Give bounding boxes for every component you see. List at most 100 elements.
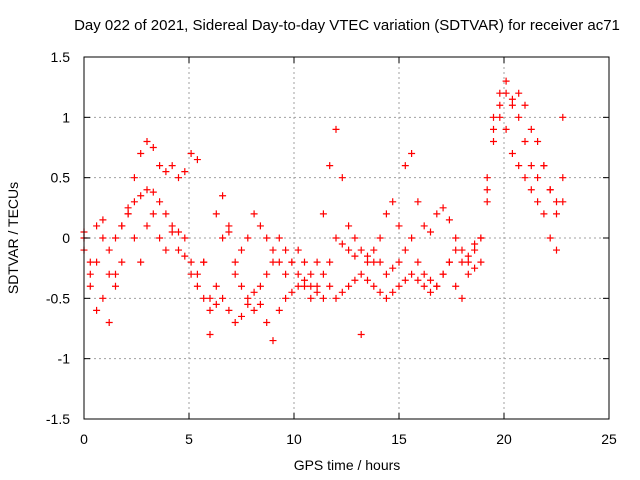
data-point	[376, 234, 384, 242]
data-point	[250, 210, 258, 218]
data-point	[521, 101, 529, 109]
y-axis-label: SDTVAR / TECUs	[5, 182, 21, 294]
x-axis-label: GPS time / hours	[294, 457, 401, 473]
data-point	[256, 282, 264, 290]
x-tick-label: 10	[286, 431, 302, 447]
data-point	[294, 270, 302, 278]
data-point	[508, 150, 516, 158]
data-point	[162, 246, 170, 254]
data-point	[275, 306, 283, 314]
data-point	[496, 101, 504, 109]
data-point	[112, 282, 119, 290]
data-point	[490, 137, 497, 145]
data-point	[364, 258, 371, 266]
data-point	[326, 258, 334, 266]
data-point	[515, 162, 523, 170]
data-point	[263, 270, 271, 278]
data-point	[408, 150, 416, 158]
data-point	[143, 186, 151, 194]
data-point	[370, 282, 378, 290]
data-point	[99, 216, 107, 224]
data-point	[490, 125, 497, 133]
data-point	[225, 306, 233, 314]
data-point	[408, 270, 416, 278]
data-point	[389, 288, 397, 296]
data-point	[93, 306, 101, 314]
data-point	[219, 192, 227, 200]
data-point	[244, 294, 252, 302]
data-point	[137, 258, 145, 266]
data-point	[156, 162, 164, 170]
data-point	[294, 282, 302, 290]
data-point	[433, 210, 441, 218]
series-trace-c	[80, 113, 567, 339]
data-point	[534, 137, 542, 145]
data-point	[559, 113, 567, 121]
data-point	[143, 222, 151, 230]
data-point	[382, 270, 390, 278]
data-point	[338, 288, 346, 296]
data-point	[546, 234, 554, 242]
data-point	[156, 198, 164, 206]
data-point	[357, 246, 365, 254]
data-point	[483, 186, 491, 194]
data-point	[471, 264, 479, 272]
data-point	[212, 300, 220, 308]
x-tick-label: 15	[391, 431, 407, 447]
data-point	[458, 246, 466, 254]
data-point	[395, 222, 403, 230]
data-point	[256, 300, 264, 308]
data-point	[130, 198, 138, 206]
data-point	[553, 198, 560, 206]
data-point	[364, 276, 371, 284]
data-point	[408, 234, 416, 242]
data-point	[338, 240, 346, 248]
data-point	[395, 258, 403, 266]
data-point	[477, 234, 485, 242]
data-point	[282, 246, 290, 254]
data-point	[483, 198, 491, 206]
y-tick-label: 0.5	[51, 170, 71, 186]
data-point	[351, 276, 359, 284]
data-point	[553, 210, 560, 218]
data-point	[206, 331, 214, 339]
data-point	[187, 258, 195, 266]
data-point	[420, 282, 428, 290]
data-point	[439, 270, 447, 278]
data-point	[364, 252, 371, 260]
data-point	[307, 270, 315, 278]
data-point	[546, 186, 554, 194]
data-point	[382, 294, 390, 302]
data-point	[244, 300, 252, 308]
data-point	[471, 240, 479, 248]
data-point	[181, 168, 189, 176]
data-point	[256, 222, 264, 230]
data-point	[250, 306, 258, 314]
data-point	[332, 234, 340, 242]
data-point	[93, 258, 101, 266]
data-point	[502, 125, 510, 133]
data-point	[244, 234, 252, 242]
data-point	[200, 258, 208, 266]
data-point	[445, 258, 453, 266]
chart-title: Day 022 of 2021, Sidereal Day-to-day VTE…	[74, 17, 620, 34]
data-point	[559, 198, 567, 206]
data-point	[238, 312, 245, 320]
data-point	[540, 162, 548, 170]
data-point	[238, 282, 245, 290]
data-point	[490, 113, 497, 121]
data-point	[250, 288, 258, 296]
x-tick-label: 20	[496, 431, 512, 447]
data-point	[496, 113, 504, 121]
data-point	[376, 288, 384, 296]
data-point	[527, 125, 535, 133]
data-point	[162, 210, 170, 218]
data-point	[288, 258, 296, 266]
data-point	[433, 282, 441, 290]
data-point	[99, 234, 107, 242]
data-point	[130, 174, 138, 182]
data-point	[231, 258, 239, 266]
data-point	[401, 276, 409, 284]
data-point	[319, 294, 327, 302]
data-point	[193, 282, 201, 290]
